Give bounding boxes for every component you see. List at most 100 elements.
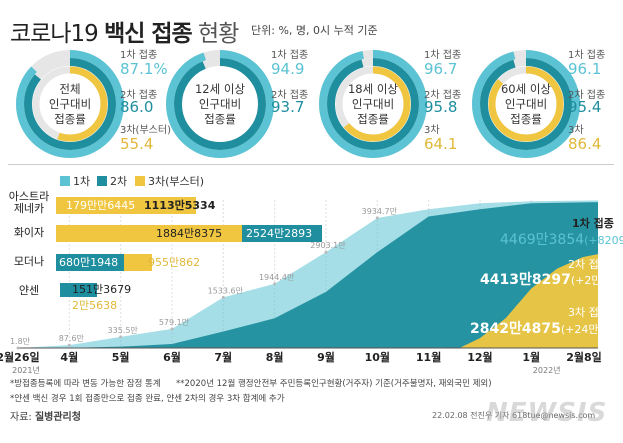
dose1-value: 94.9 xyxy=(271,60,305,78)
dose3-bar-label: 955만862 xyxy=(148,256,201,269)
dose2-value: 93.7 xyxy=(271,98,305,116)
legend-dose3-swatch xyxy=(135,176,145,186)
dose2-label: 2차 접종 xyxy=(120,90,158,101)
total-dose3-label: 3차 접종 xyxy=(568,306,609,319)
area-annotation: 579.1만 xyxy=(159,318,190,327)
ring-label-line: 접종률 xyxy=(204,112,236,126)
area-annotation: 1944.4만 xyxy=(259,273,295,282)
x-tick-label: 5월 xyxy=(112,350,130,364)
dose2-value: 86.0 xyxy=(120,98,154,116)
area-annotation: 2903.1만 xyxy=(310,241,346,250)
dose2-value: 95.4 xyxy=(568,98,602,116)
area-series-2 xyxy=(18,202,598,348)
dose3-value: 64.1 xyxy=(424,135,458,153)
source: 자료: 질병관리청 xyxy=(10,408,81,423)
dose1-label: 1차 접종 xyxy=(568,50,606,61)
ring-label-line: 인구대비 xyxy=(198,97,242,111)
ring-center-label: 12세 이상 인구대비 접종률 xyxy=(180,82,260,127)
ring-center-label: 전체 인구대비 접종률 xyxy=(30,82,110,127)
x-tick-label: 6월 xyxy=(163,350,181,364)
watermark-logo: NEWSIS xyxy=(486,398,608,428)
annotation-dot xyxy=(273,282,277,286)
ring-label-line: 18세 이상 xyxy=(347,82,399,96)
total-dose1-label: 1차 접종 xyxy=(572,217,614,230)
dose3-value: 86.4 xyxy=(568,135,602,153)
legend-dose1-label: 1차 xyxy=(73,175,91,188)
ring-chart xyxy=(319,50,427,158)
dose2-bar-label: 1884만8375 xyxy=(156,227,223,240)
total-dose3-value: 2842만4875(+24만5413) xyxy=(470,318,623,338)
legend-dose1-swatch xyxy=(60,176,70,186)
ring-label-line: 전체 xyxy=(59,82,81,96)
annotation-dot xyxy=(324,250,328,254)
dose2-bar-label: 2만5638 xyxy=(72,299,118,312)
dose2-value: 95.8 xyxy=(424,98,458,116)
unit-note: 단위: %, 명, 0시 누적 기준 xyxy=(251,24,378,37)
vaccine-name: 모더나 xyxy=(4,256,54,268)
vaccine-name-line: 모더나 xyxy=(13,255,45,268)
footnote-1: *방접종등록에 따라 변동 가능한 잠정 통계 xyxy=(10,379,161,389)
dose1-label: 1차 접종 xyxy=(271,50,309,61)
ring-label-line: 12세 이상 xyxy=(194,82,246,96)
ring-dose1-arc xyxy=(16,50,124,158)
title-part1: 코로나19 xyxy=(10,21,105,47)
ring-dose1-arc xyxy=(472,50,580,158)
ring-dose3-arc xyxy=(488,66,564,142)
dose1-bar xyxy=(242,225,322,242)
area-annotation: 1.8만 xyxy=(10,337,31,346)
dose1-value: 96.7 xyxy=(424,60,458,78)
dose1-value: 87.1% xyxy=(120,60,168,78)
dose1-bar-label: 2524만2893 xyxy=(246,227,313,240)
title-part3: 현황 xyxy=(191,21,239,47)
x-tick-label: 12월 xyxy=(467,350,492,364)
footnote-3: *얀센 백신 경우 1회 접종만으로 접종 완료, 얀센 2차의 경우 3차 합… xyxy=(10,394,285,404)
ring-dose1-arc xyxy=(319,50,427,158)
x-tick-label: 9월 xyxy=(317,350,335,364)
year-label: 2022년 xyxy=(533,365,561,375)
total-dose2-label: 2차 접종 xyxy=(568,258,609,271)
total-dose1-number: 4469만3854 xyxy=(500,232,585,248)
x-tick-label: 2월8일 xyxy=(566,350,602,364)
dose1-bar-label: 151만3679 xyxy=(72,283,132,296)
ring-dose2-arc xyxy=(24,58,116,150)
x-tick-label: 8월 xyxy=(266,350,284,364)
source-label: 자료: xyxy=(10,412,35,423)
x-tick-label: 2월26일 xyxy=(0,350,40,364)
ring-label-line: 인구대비 xyxy=(48,97,92,111)
ring-chart xyxy=(16,50,124,158)
dose2-bar-label: 179만만6445 xyxy=(66,199,136,212)
annotation-dot xyxy=(16,346,20,350)
annotation-dot xyxy=(119,335,123,339)
ring-label-line: 인구대비 xyxy=(504,97,548,111)
annotation-dot xyxy=(375,216,379,220)
dose2-label: 2차 접종 xyxy=(424,90,462,101)
dose2-label: 2차 접종 xyxy=(271,90,309,101)
vaccine-name-line: 얀센 xyxy=(18,284,40,297)
ring-chart xyxy=(166,50,274,158)
annotation-dot xyxy=(221,295,225,299)
credit: 22.02.08 전진우 기자 618tue@newsis.com xyxy=(432,411,596,420)
dose1-label: 1차 접종 xyxy=(424,50,462,61)
title-part2: 백신 접종 xyxy=(104,21,193,47)
total-dose1-value: 4469만3854(+8209) xyxy=(500,229,623,249)
dose3-value: 55.4 xyxy=(120,135,154,153)
x-tick-label: 7월 xyxy=(214,350,232,364)
page-title: 코로나19 백신 접종 현황 xyxy=(10,14,239,48)
dose2-label: 2차 접종 xyxy=(568,90,606,101)
dose1-bar-label: 680만1948 xyxy=(59,256,119,269)
vaccine-name-line: 화이자 xyxy=(13,226,45,239)
dose1-bar-label: 1113만5334 xyxy=(144,199,216,212)
area-annotation: 1533.6만 xyxy=(208,286,244,295)
total-dose3-delta: (+24만5413) xyxy=(560,323,623,336)
x-tick-label: 1월 xyxy=(522,350,540,364)
dose1-label: 1차 접종 xyxy=(120,50,158,61)
dose3-label: 3차 xyxy=(568,125,584,136)
ring-dose2-arc xyxy=(327,58,419,150)
area-annotation: 335.5만 xyxy=(108,326,139,335)
legend-dose3-label: 3차(부스터) xyxy=(148,175,205,188)
dose3-bar xyxy=(124,254,152,271)
dose1-bar xyxy=(56,254,124,271)
ring-dose1-arc xyxy=(166,50,274,158)
ring-center-label: 18세 이상 인구대비 접종률 xyxy=(333,82,413,127)
footnote-2: **2020년 12월 행정안전부 주민등록인구현황(거주자) 기준(거주불명자… xyxy=(176,379,492,389)
